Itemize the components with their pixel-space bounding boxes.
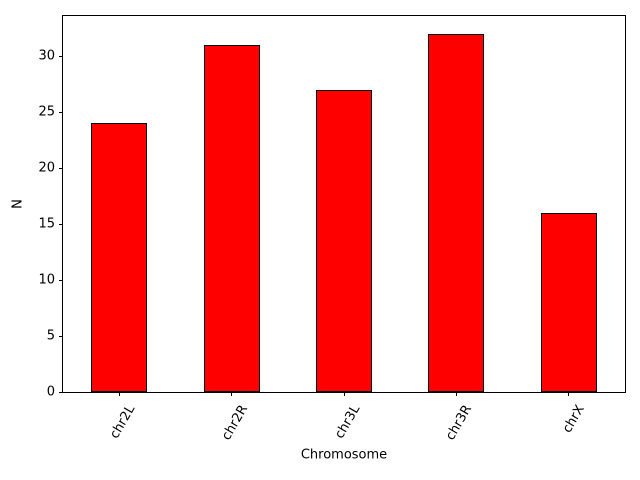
y-tick-mark-30 — [59, 55, 63, 57]
bars-layer — [63, 16, 625, 392]
bar-chr2L — [91, 123, 148, 392]
bar-chr3L — [315, 89, 373, 392]
y-tick-label-30: 30 — [38, 48, 55, 64]
y-tick-mark-20 — [59, 167, 63, 169]
plot-area: 0 5 10 15 20 25 30 chr2L chr2R chr3L chr3R chrX — [38, 15, 626, 443]
y-tick-label-15: 15 — [38, 216, 55, 232]
x-tick-mark-chrX — [568, 392, 570, 396]
x-tick-mark-chr2R — [231, 392, 233, 396]
x-tick-label-chr3R: chr3R — [443, 402, 476, 443]
x-tick-mark-chr3L — [343, 392, 345, 396]
y-tick-label-5: 5 — [46, 328, 55, 344]
x-tick-label-chr2L: chr2L — [107, 402, 139, 442]
bar-chrX — [540, 212, 597, 392]
y-tick-label-10: 10 — [38, 272, 55, 288]
x-tick-label-chr2R: chr2R — [218, 402, 251, 443]
y-tick-label-25: 25 — [38, 104, 55, 120]
y-tick-mark-15 — [59, 223, 63, 225]
x-tick-mark-chr3R — [455, 392, 457, 396]
y-tick-mark-0 — [59, 391, 63, 393]
y-axis-label: N — [10, 199, 26, 209]
y-tick-label-20: 20 — [38, 160, 55, 176]
y-tick-mark-5 — [59, 335, 63, 337]
x-tick-label-chr3L: chr3L — [332, 402, 364, 442]
y-tick-mark-25 — [59, 111, 63, 113]
bar-chr3R — [428, 33, 485, 392]
x-tick-mark-chr2L — [118, 392, 120, 396]
y-tick-mark-10 — [59, 279, 63, 281]
y-tick-label-0: 0 — [46, 384, 55, 400]
bar-chr2R — [203, 45, 260, 392]
x-tick-label-chrX: chrX — [560, 402, 588, 436]
x-axis-label: Chromosome — [300, 447, 388, 463]
